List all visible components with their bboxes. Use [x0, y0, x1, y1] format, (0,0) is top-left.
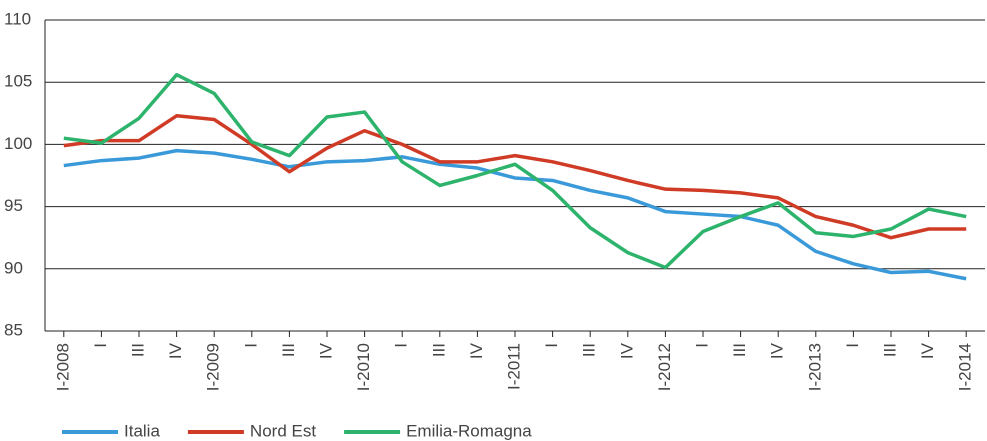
x-tick-label: IV: [316, 342, 335, 359]
y-tick-label: 110: [4, 9, 31, 28]
x-tick-label: IV: [768, 342, 787, 359]
x-tick-label: I-2014: [956, 343, 975, 391]
x-tick-label: IV: [617, 342, 636, 359]
y-tick-label: 90: [4, 258, 23, 277]
x-tick-label: I: [542, 343, 561, 348]
x-tick-label: III: [429, 343, 448, 357]
x-tick-label: III: [880, 343, 899, 357]
x-tick-label: III: [580, 343, 599, 357]
x-tick-label: I: [91, 343, 110, 348]
x-tick-label: I-2009: [204, 343, 223, 391]
legend-label: Italia: [124, 421, 160, 440]
x-tick-label: IV: [918, 342, 937, 359]
x-tick-label: I: [241, 343, 260, 348]
x-tick-label: I-2011: [504, 343, 523, 390]
legend-label: Emilia-Romagna: [406, 421, 532, 440]
x-tick-label: I-2010: [354, 343, 373, 391]
legend-label: Nord Est: [250, 421, 316, 440]
line-series: [63, 114, 967, 240]
x-tick-label: III: [128, 343, 147, 357]
x-tick-label: I-2012: [655, 343, 674, 391]
x-tick-label: I-2013: [805, 343, 824, 391]
x-tick-label: I: [392, 343, 411, 348]
y-tick-label: 100: [4, 134, 32, 153]
x-tick-label: I: [843, 343, 862, 348]
line-series: [63, 72, 967, 270]
y-tick-label: 95: [4, 196, 23, 215]
x-tick-label: I-2008: [53, 343, 72, 391]
y-tick-label: 105: [4, 72, 32, 91]
line-series: [63, 148, 967, 281]
x-tick-label: IV: [467, 342, 486, 359]
x-tick-label: III: [730, 343, 749, 357]
x-tick-label: I: [692, 343, 711, 348]
x-tick-label: III: [279, 343, 298, 357]
x-tick-label: IV: [166, 342, 185, 359]
y-tick-label: 85: [4, 320, 23, 339]
